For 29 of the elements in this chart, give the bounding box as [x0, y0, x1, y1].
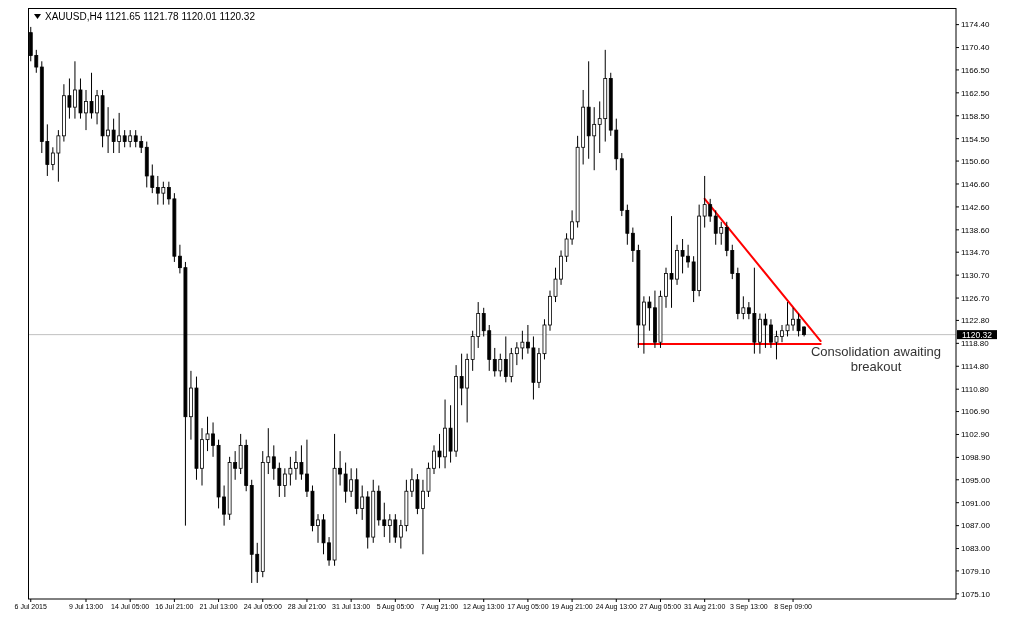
y-tick-label: 1134.70 — [961, 248, 990, 258]
chart-title: XAUUSD,H4 1121.65 1121.78 1120.01 1120.32 — [45, 11, 255, 22]
y-tick-label: 1158.50 — [961, 111, 990, 121]
y-tick-label: 1095.00 — [961, 475, 991, 485]
y-tick-label: 1083.00 — [961, 544, 991, 554]
y-tick-label: 1110.80 — [961, 385, 990, 395]
annotation: Consolidation awaiting breakout — [809, 344, 943, 374]
y-tick-label: 1118.80 — [961, 339, 990, 349]
y-tick-label: 1122.80 — [961, 316, 990, 326]
y-tick-label: 1126.70 — [961, 293, 990, 303]
y-tick-label: 1091.00 — [961, 498, 991, 508]
ref-line-label: 1120.32 — [961, 329, 993, 340]
y-tick-label: 1170.40 — [961, 43, 990, 53]
y-tick-label: 1114.80 — [961, 362, 990, 372]
y-tick-label: 1150.60 — [961, 156, 990, 166]
y-tick-label: 1075.10 — [961, 589, 991, 599]
y-tick-label: 1098.90 — [961, 453, 991, 463]
y-tick-label: 1130.70 — [961, 270, 990, 280]
y-tick-label: 1079.10 — [961, 566, 991, 576]
y-tick-label: 1142.60 — [961, 202, 990, 212]
y-tick-label: 1162.50 — [961, 88, 990, 98]
y-tick-label: 1106.90 — [961, 407, 990, 417]
y-tick-label: 1174.40 — [961, 20, 990, 30]
y-tick-label: 1146.60 — [961, 179, 990, 189]
y-tick-label: 1138.60 — [961, 225, 990, 235]
y-tick-label: 1087.00 — [961, 521, 991, 531]
y-tick-label: 1102.90 — [961, 430, 990, 440]
y-tick-label: 1154.50 — [961, 134, 990, 144]
y-tick-label: 1166.50 — [961, 65, 990, 75]
